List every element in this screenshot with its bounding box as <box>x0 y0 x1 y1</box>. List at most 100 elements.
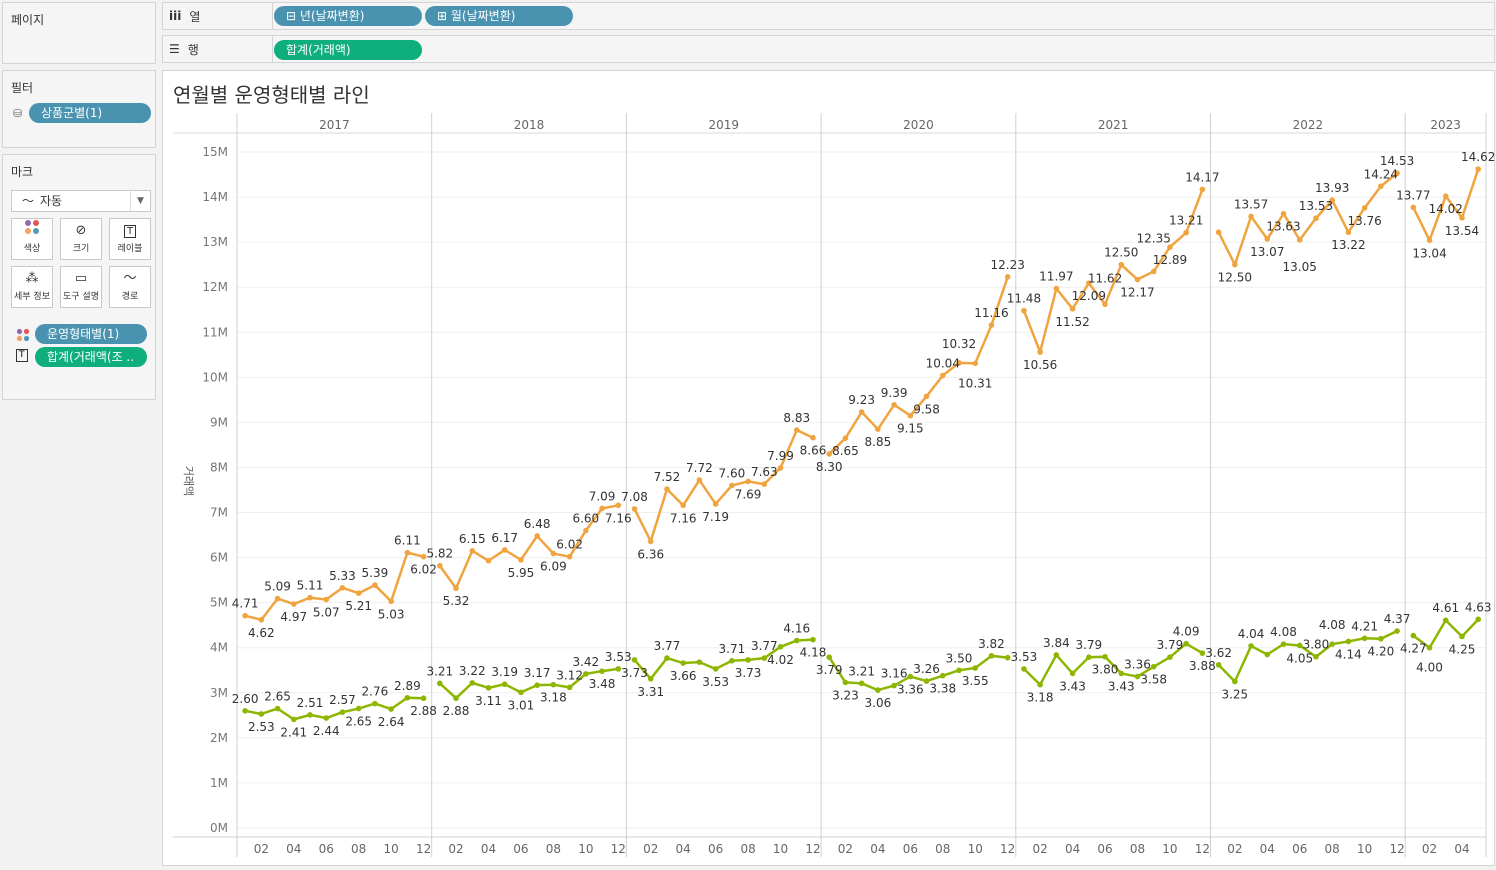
detail-icon: ⁂ <box>25 271 39 286</box>
data-point-series_a <box>550 550 557 557</box>
tooltip-button[interactable]: ▭ 도구 설명 <box>60 266 102 308</box>
data-label-series_a: 11.62 <box>1088 271 1122 285</box>
data-label-series_b: 4.09 <box>1173 625 1200 639</box>
data-label-series_a: 5.32 <box>443 594 470 608</box>
data-label-series_a: 8.66 <box>800 444 827 458</box>
data-point-series_a <box>1102 301 1108 308</box>
year-header-2022: 2022 <box>1293 118 1324 132</box>
data-label-series_b: 3.42 <box>572 655 599 669</box>
data-point-series_b <box>875 687 881 693</box>
data-point-series_b <box>988 653 995 659</box>
data-point-series_b <box>1313 653 1319 660</box>
data-point-series_a <box>1280 210 1287 217</box>
data-point-series_a <box>583 527 589 534</box>
data-label-series_a: 6.11 <box>394 534 421 548</box>
data-point-series_b <box>907 673 914 680</box>
data-point-series_b <box>1394 628 1400 634</box>
month-pill[interactable]: ⊞ 월(날짜변환) <box>425 6 573 26</box>
data-point-series_b <box>1361 635 1368 642</box>
month-tick-label: 06 <box>319 842 334 856</box>
data-label-series_a: 5.39 <box>362 566 389 580</box>
series-line-series_a-2019 <box>633 428 814 543</box>
filter-pill-product-group[interactable]: 상품군별(1) <box>29 103 151 123</box>
mark-type-select[interactable]: 〜 자동 ▼ <box>11 190 151 212</box>
data-point-series_a <box>891 402 897 408</box>
data-point-series_b <box>420 695 427 702</box>
data-label-series_b: 4.25 <box>1449 642 1476 656</box>
chevron-down-icon[interactable]: ▼ <box>130 191 150 211</box>
data-point-series_b <box>858 680 865 687</box>
color-button[interactable]: 색상 <box>11 218 53 260</box>
tooltip-icon: ▭ <box>74 271 88 286</box>
month-tick-label: 04 <box>286 842 301 856</box>
data-label-series_a: 12.09 <box>1072 289 1106 303</box>
data-label-series_a: 5.95 <box>508 566 535 580</box>
data-label-series_b: 2.65 <box>264 690 291 704</box>
data-point-series_a <box>842 435 849 441</box>
data-point-series_b <box>777 644 784 650</box>
color-field-pill[interactable]: 운영형태별(1) <box>35 324 147 344</box>
year-header-2018: 2018 <box>514 118 545 132</box>
year-pill[interactable]: ⊟ 년(날짜변환) <box>274 6 422 26</box>
data-point-series_b <box>842 679 849 686</box>
data-label-series_a: 5.09 <box>264 580 291 594</box>
month-tick-label: 10 <box>968 842 983 856</box>
label-field-pill[interactable]: 합계(거래액(조 .. <box>35 347 147 367</box>
data-label-series_a: 6.09 <box>540 560 567 574</box>
data-label-series_b: 3.79 <box>1075 638 1102 652</box>
data-point-series_b <box>437 680 443 687</box>
data-label-series_b: 3.38 <box>929 682 956 696</box>
y-tick-label: 12M <box>202 280 228 294</box>
path-button-label: 경로 <box>121 292 139 302</box>
y-tick-label: 3M <box>210 686 228 700</box>
size-button[interactable]: ⊘ 크기 <box>60 218 102 260</box>
data-point-series_a <box>1086 280 1092 286</box>
data-point-series_a <box>437 562 443 569</box>
data-label-series_b: 3.73 <box>621 666 648 680</box>
data-point-series_a <box>420 553 427 560</box>
data-point-series_b <box>404 694 411 701</box>
data-label-series_b: 3.62 <box>1205 646 1232 660</box>
data-point-series_b <box>1118 670 1125 677</box>
year-header-2019: 2019 <box>708 118 739 132</box>
data-label-series_a: 5.21 <box>345 599 372 613</box>
data-point-series_a <box>1296 237 1303 243</box>
data-point-series_a <box>1215 229 1222 236</box>
series-line-series_b-2017 <box>244 696 424 721</box>
rows-shelf[interactable]: ☰ 행 합계(거래액) <box>162 35 1495 63</box>
columns-shelf-label: iii 열 <box>163 3 273 29</box>
label-button[interactable]: T 레이블 <box>109 218 151 260</box>
mark-type-value: 자동 <box>40 194 63 208</box>
data-point-series_a <box>1069 306 1076 312</box>
data-label-series_a: 7.99 <box>767 449 794 463</box>
data-label-series_b: 2.51 <box>297 696 324 710</box>
data-point-series_b <box>1280 641 1287 647</box>
data-label-series_b: 3.77 <box>751 639 778 653</box>
data-label-series_b: 4.20 <box>1368 645 1395 659</box>
data-point-series_b <box>1248 643 1254 649</box>
marks-panel: 마크 〜 자동 ▼ 색상 ⊘ 크기 T 레이블 ⁂ 세부 정보 ▭ 도구 설명 〜… <box>2 154 156 400</box>
data-point-series_b <box>534 682 540 688</box>
sum-amount-pill[interactable]: 합계(거래액) <box>274 40 422 60</box>
month-tick-label: 02 <box>1227 842 1242 856</box>
month-tick-label: 04 <box>1260 842 1275 856</box>
marks-title: 마크 <box>11 165 34 179</box>
data-point-series_b <box>372 700 378 707</box>
data-point-series_b <box>680 660 686 666</box>
data-label-series_a: 12.23 <box>991 258 1025 272</box>
data-point-series_a <box>453 585 459 592</box>
path-button[interactable]: 〜 경로 <box>109 266 151 308</box>
data-label-series_b: 3.11 <box>475 694 502 708</box>
series-line-series_a-2020 <box>828 276 1009 455</box>
data-label-series_b: 2.64 <box>378 715 405 729</box>
columns-shelf[interactable]: iii 열 ⊟ 년(날짜변환) ⊞ 월(날짜변환) <box>162 2 1495 30</box>
y-tick-label: 11M <box>202 325 228 339</box>
chart-canvas: 연월별 운영형태별 라인 0M 1M 2M 3M 4M 5M 6M 7M 8M 9M 10M 11M 1… <box>162 70 1495 866</box>
data-point-series_a <box>1345 229 1352 236</box>
data-label-series_a: 4.97 <box>280 610 307 624</box>
month-tick-label: 10 <box>383 842 398 856</box>
month-tick-label: 08 <box>740 842 755 856</box>
data-label-series_b: 2.65 <box>345 715 372 729</box>
detail-button[interactable]: ⁂ 세부 정보 <box>11 266 53 308</box>
filters-panel: 필터 ⛁ 상품군별(1) <box>2 70 156 148</box>
